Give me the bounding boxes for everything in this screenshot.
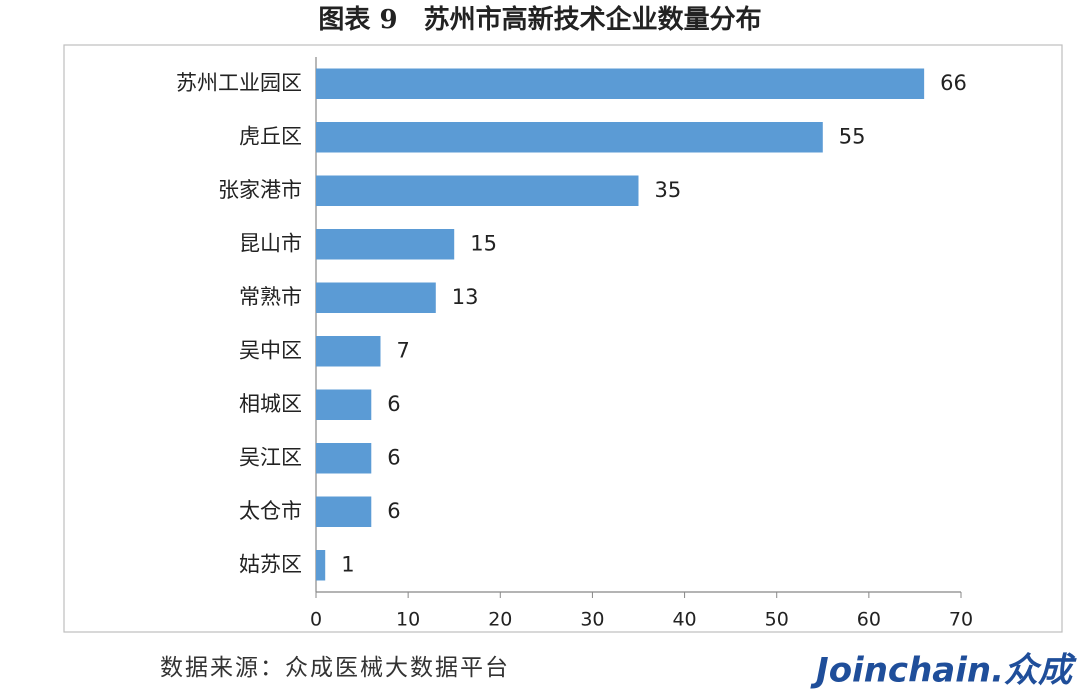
y-tick-label: 常熟市	[239, 285, 302, 309]
bar	[316, 68, 925, 99]
y-tick-label: 太仓市	[239, 499, 302, 523]
y-tick-label: 昆山市	[239, 231, 302, 255]
logo: Joinchain.众成	[810, 651, 1077, 691]
bar	[316, 282, 436, 313]
value-label: 66	[940, 71, 967, 95]
x-tick-label: 20	[488, 609, 512, 631]
value-label: 35	[655, 178, 682, 202]
y-tick-label: 姑苏区	[239, 552, 302, 576]
bar	[316, 443, 372, 474]
bar	[316, 229, 455, 260]
value-label: 13	[452, 285, 479, 309]
bar	[316, 336, 381, 367]
y-tick-label: 吴中区	[239, 338, 302, 362]
y-tick-label: 相城区	[239, 392, 302, 416]
value-label: 6	[387, 392, 400, 416]
value-label: 15	[470, 231, 497, 255]
y-tick-label: 虎丘区	[239, 124, 302, 148]
x-tick-label: 40	[672, 609, 696, 631]
value-label: 7	[397, 338, 410, 362]
source-note: 数据来源：众成医械大数据平台	[160, 655, 510, 681]
value-label: 6	[387, 499, 400, 523]
chart-title: 图表 9 苏州市高新技术企业数量分布	[318, 4, 761, 35]
x-tick-label: 10	[396, 609, 420, 631]
bar	[316, 122, 823, 153]
x-tick-label: 30	[580, 609, 604, 631]
bar	[316, 550, 326, 581]
bar	[316, 389, 372, 420]
y-tick-label: 吴江区	[239, 445, 302, 469]
x-tick-label: 60	[857, 609, 881, 631]
value-label: 6	[387, 445, 400, 469]
x-tick-label: 70	[949, 609, 973, 631]
chart-frame	[63, 44, 1063, 633]
y-tick-label: 张家港市	[218, 178, 302, 202]
y-tick-label: 苏州工业园区	[176, 71, 302, 95]
x-tick-label: 0	[310, 609, 322, 631]
value-label: 55	[839, 124, 866, 148]
bar	[316, 175, 639, 206]
x-tick-label: 50	[765, 609, 789, 631]
bar	[316, 496, 372, 527]
value-label: 1	[341, 552, 354, 576]
